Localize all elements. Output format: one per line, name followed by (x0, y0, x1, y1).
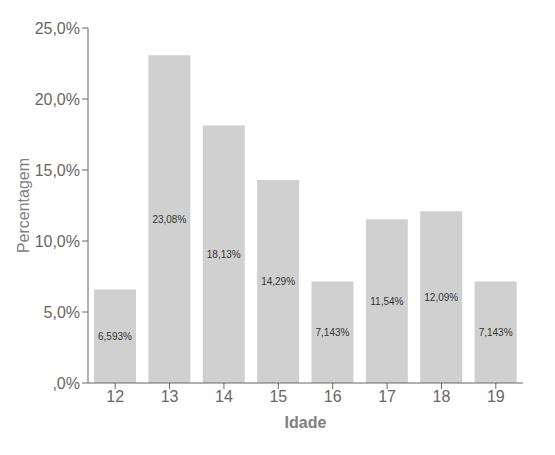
svg-text:,0%: ,0% (52, 375, 80, 392)
svg-text:16: 16 (324, 388, 342, 405)
svg-text:13: 13 (161, 388, 179, 405)
svg-text:5,0%: 5,0% (44, 304, 80, 321)
svg-text:7,143%: 7,143% (479, 327, 513, 338)
svg-text:11,54%: 11,54% (370, 296, 403, 307)
svg-text:19: 19 (487, 388, 505, 405)
svg-text:6,593%: 6,593% (98, 331, 132, 342)
svg-text:Idade: Idade (285, 414, 327, 431)
svg-text:14: 14 (215, 388, 233, 405)
svg-text:Percentagem: Percentagem (15, 158, 32, 253)
svg-text:7,143%: 7,143% (316, 327, 350, 338)
svg-text:15,0%: 15,0% (35, 162, 80, 179)
svg-text:15: 15 (269, 388, 287, 405)
svg-text:25,0%: 25,0% (35, 20, 80, 37)
svg-text:14,29%: 14,29% (261, 276, 295, 287)
svg-text:12: 12 (106, 388, 124, 405)
svg-text:20,0%: 20,0% (35, 91, 80, 108)
svg-text:23,08%: 23,08% (152, 214, 186, 225)
svg-text:17: 17 (378, 388, 396, 405)
svg-text:12,09%: 12,09% (424, 292, 458, 303)
svg-text:18,13%: 18,13% (207, 249, 241, 260)
svg-text:10,0%: 10,0% (35, 233, 80, 250)
svg-text:18: 18 (433, 388, 451, 405)
